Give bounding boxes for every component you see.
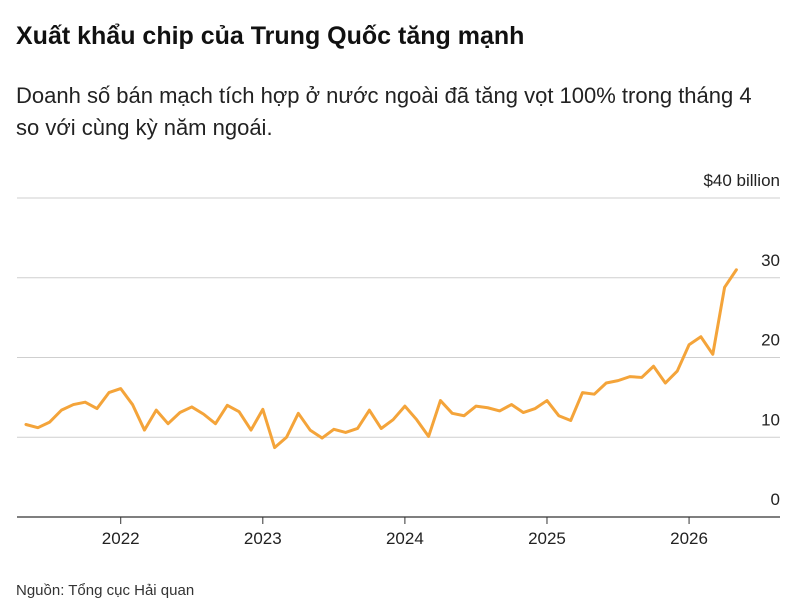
x-tick-label: 2022 (102, 529, 140, 548)
x-tick-label: 2026 (670, 529, 708, 548)
x-tick-label: 2025 (528, 529, 566, 548)
x-tick-label: 2023 (244, 529, 282, 548)
chart-subtitle: Doanh số bán mạch tích hợp ở nước ngoài … (16, 83, 752, 140)
data-line (24, 268, 738, 450)
source-note: Nguồn: Tổng cục Hải quan (16, 582, 195, 599)
y-tick-label: 30 (761, 251, 780, 270)
chart-title: Xuất khẩu chip của Trung Quốc tăng mạnh (16, 22, 525, 50)
y-tick-label: 0 (771, 490, 780, 509)
y-tick-label: $40 billion (703, 171, 780, 190)
y-tick-label: 10 (761, 410, 780, 429)
y-tick-label: 20 (761, 331, 780, 350)
x-tick-label: 2024 (386, 529, 424, 548)
